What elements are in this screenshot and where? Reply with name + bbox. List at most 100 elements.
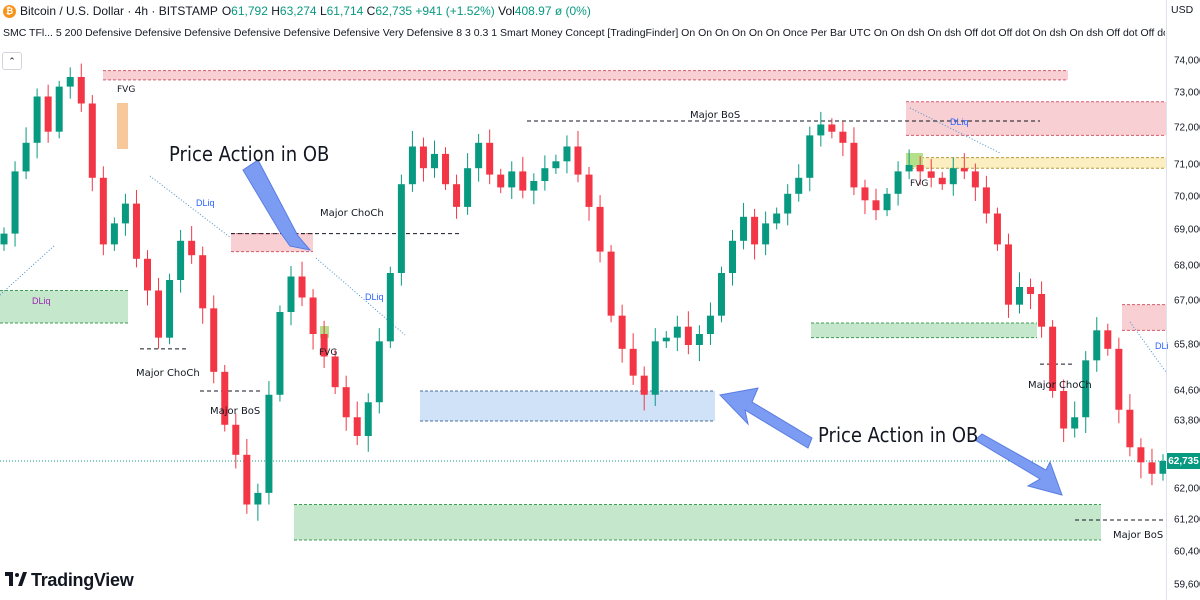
candle-bull	[475, 142, 483, 169]
low-label: L	[319, 4, 327, 18]
candle-bull	[541, 168, 549, 181]
candle-bull	[717, 273, 725, 316]
price-tick-label: 67,000	[1174, 295, 1200, 307]
candle-bull	[817, 124, 825, 136]
candle-bear	[519, 171, 527, 191]
zone-demand	[294, 504, 1101, 540]
candle-bear	[132, 203, 140, 259]
candle-bear	[1060, 391, 1068, 429]
candle-bull	[773, 213, 781, 224]
volume-value: 408.97 ø (0%)	[514, 4, 591, 18]
candle-bull	[894, 171, 902, 194]
symbol-title[interactable]: Bitcoin / U.S. Dollar · 4h · BITSTAMP	[20, 4, 218, 18]
liquidity-line	[1129, 321, 1166, 373]
candle-bear	[419, 146, 427, 169]
price-tick-label: 63,800	[1174, 415, 1200, 427]
candle-bull	[464, 168, 472, 207]
major-bos-label: Major BoS	[210, 406, 261, 417]
dliq-label: DLiq	[365, 292, 384, 302]
candle-bull	[530, 181, 538, 191]
candle-bear	[44, 96, 52, 132]
zone-fvg	[906, 157, 1166, 169]
candle-bear	[221, 371, 229, 425]
candle-bear	[1104, 330, 1112, 349]
candle-bear	[309, 297, 317, 334]
candle-bear	[574, 146, 582, 175]
candle-bull	[1071, 417, 1079, 429]
zone-demand	[811, 323, 1037, 338]
candle-bull	[177, 240, 185, 280]
major-bos-label: Major BoS	[690, 110, 741, 121]
candle-bear	[629, 348, 637, 376]
liquidity-line	[149, 175, 232, 239]
major-choch-label: Major ChoCh	[320, 208, 384, 219]
fvg-marker	[117, 103, 128, 149]
fvg-marker	[906, 153, 923, 167]
price-tick-label: 72,000	[1174, 122, 1200, 134]
price-action-callout: Price Action in OB	[169, 142, 330, 166]
candle-bear	[188, 240, 196, 256]
candle-bear	[331, 356, 339, 388]
candle-bear	[342, 387, 350, 418]
price-tick-label: 59,600	[1174, 579, 1200, 591]
candle-bear	[828, 124, 836, 132]
candle-bull	[1159, 461, 1166, 474]
candle-bull	[430, 153, 438, 169]
candle-bull	[121, 203, 129, 224]
candle-bull	[11, 171, 19, 234]
candle-bull	[905, 165, 913, 172]
candle-bull	[22, 142, 30, 172]
candle-bull	[740, 216, 748, 241]
candle-bull	[287, 276, 295, 312]
chart-plot[interactable]	[0, 0, 1166, 600]
price-tick-label: 69,000	[1174, 224, 1200, 236]
price-tick-label: 61,200	[1174, 514, 1200, 526]
open-value: 61,792	[231, 4, 268, 18]
candle-bull	[408, 146, 416, 185]
candle-bear	[243, 454, 251, 505]
candle-bear	[927, 171, 935, 178]
candle-bear	[916, 165, 924, 172]
candle-bull	[110, 223, 118, 245]
candle-bull	[552, 161, 560, 169]
candle-bear	[232, 424, 240, 455]
candle-bear	[1115, 348, 1123, 410]
candle-bull	[1082, 360, 1090, 418]
price-axis[interactable]	[1166, 0, 1200, 600]
price-tick-label: 62,000	[1174, 483, 1200, 495]
major-choch-label: Major ChoCh	[1028, 380, 1092, 391]
candle-bull	[706, 315, 714, 334]
candle-bear	[585, 174, 593, 207]
indicator-legend[interactable]: SMC TFl... 5 200 Defensive Defensive Def…	[3, 27, 1165, 39]
candle-bear	[199, 255, 207, 309]
price-tick-label: 60,400	[1174, 546, 1200, 558]
change-value: +941 (+1.52%)	[415, 4, 495, 18]
high-value: 63,274	[279, 4, 317, 18]
candle-bear	[353, 417, 361, 437]
candle-bear	[497, 174, 505, 188]
price-action-callout: Price Action in OB	[818, 423, 979, 447]
collapse-legend-button[interactable]: ⌃	[2, 52, 22, 70]
tradingview-logo-text: TradingView	[31, 570, 134, 590]
fvg-label: FVG	[319, 348, 338, 358]
candle-bull	[276, 312, 284, 395]
dliq-label: DLiq	[196, 198, 215, 208]
candle-bull	[508, 171, 516, 188]
volume-label: Vol	[498, 4, 515, 18]
zone-supply	[1122, 304, 1166, 331]
candle-bear	[143, 258, 151, 291]
candle-bear	[210, 308, 218, 372]
candle-bull	[806, 135, 814, 178]
candle-bear	[155, 290, 163, 338]
price-tick-label: 65,800	[1174, 339, 1200, 351]
candle-bull	[166, 280, 174, 338]
currency-label[interactable]: USD	[1171, 4, 1194, 16]
price-tick-label: 70,000	[1174, 191, 1200, 203]
high-label: H	[271, 4, 280, 18]
last-price-tag: 62,735	[1167, 453, 1200, 469]
candle-bear	[618, 315, 626, 349]
tradingview-logo[interactable]: TradingView	[5, 570, 134, 591]
close-label: C	[366, 4, 376, 18]
candle-bear	[442, 153, 450, 185]
fvg-label: FVG	[117, 85, 136, 95]
